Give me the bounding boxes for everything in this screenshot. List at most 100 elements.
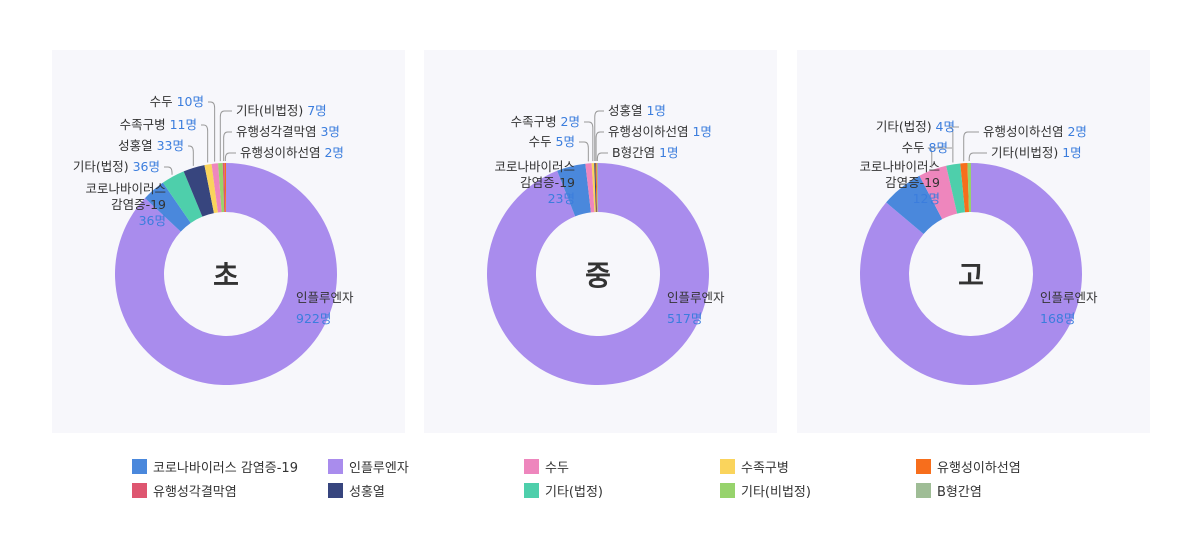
chart-panel-elementary: 초 인플루엔자 922명 코로나바이러스 감염증-19 36명 기타(법정) 36명 성홍열 …: [52, 50, 405, 433]
legend-swatch: [916, 458, 931, 474]
leader-line: [595, 131, 604, 162]
slice-기타-비법정[interactable]: [218, 163, 225, 213]
data-label-인플루엔자: 인플루엔자 922명: [296, 290, 354, 326]
legend-swatch: [132, 482, 147, 498]
legend-swatch: [132, 458, 147, 474]
slice-유행성이하선염[interactable]: [960, 163, 970, 213]
slice-label-text: 코로나바이러스 감염증-19 23명: [494, 159, 575, 206]
leader-line: [224, 152, 236, 162]
slice-코로나바이러스-감염증-19[interactable]: [886, 175, 943, 235]
data-label-수족구병: 수족구병 11명: [120, 117, 209, 163]
slice-기타-비법정[interactable]: [967, 163, 971, 213]
data-label-B형간염: B형간염 1명: [596, 145, 679, 162]
legend-swatch: [328, 458, 343, 474]
legend-item-유행성각결막염[interactable]: 유행성각결막염: [132, 481, 237, 500]
slice-수두[interactable]: [585, 163, 595, 213]
data-label-수두: 수두 10명: [150, 94, 216, 162]
legend-item-기타-법정[interactable]: 기타(법정): [524, 481, 603, 500]
legend-swatch: [916, 482, 931, 498]
legend-item-인플루엔자[interactable]: 인플루엔자: [328, 457, 409, 476]
chart-center-title: 초: [213, 259, 239, 292]
legend-item-수족구병[interactable]: 수족구병: [720, 457, 789, 476]
chart-center-title: 중: [585, 259, 611, 292]
legend-item-성홍열[interactable]: 성홍열: [328, 481, 385, 500]
leader-line: [963, 131, 979, 162]
slice-label-text: 유행성이하선염 2명: [240, 145, 344, 160]
data-label-수두: 수두 5명: [529, 134, 589, 162]
slice-유행성이하선염[interactable]: [224, 163, 226, 213]
leader-line: [208, 101, 216, 162]
slice-기타-법정[interactable]: [946, 163, 966, 214]
data-label-유행성이하선염: 유행성이하선염 2명: [224, 145, 344, 162]
slice-B형간염[interactable]: [596, 163, 598, 213]
legend-item-코로나바이러스-감염증-19[interactable]: 코로나바이러스 감염증-19: [132, 457, 298, 476]
legend-label: 수족구병: [741, 460, 789, 476]
slice-label-text: 인플루엔자 922명: [296, 290, 354, 326]
leader-line: [968, 152, 987, 162]
legend-label: 기타(법정): [545, 484, 603, 500]
leader-line: [164, 166, 173, 175]
slice-label-text: 유행성이하선염 2명: [983, 124, 1087, 139]
slice-label-text: 인플루엔자 517명: [667, 290, 725, 326]
legend-swatch: [328, 482, 343, 498]
slice-성홍열[interactable]: [594, 163, 597, 213]
data-label-유행성이하선염: 유행성이하선염 2명: [963, 124, 1087, 162]
leader-line: [223, 131, 232, 162]
slice-label-text: 기타(법정) 36명: [73, 159, 160, 174]
slice-수두[interactable]: [919, 165, 958, 220]
slice-수족구병[interactable]: [204, 163, 218, 214]
data-label-기타-비법정: 기타(비법정) 7명: [219, 103, 327, 162]
chart-panel-high: 고 인플루엔자 168명 코로나바이러스 감염증-19 12명 수두 8명 기타(법정) 4명…: [797, 50, 1150, 433]
leader-line: [948, 126, 959, 163]
data-label-기타-비법정: 기타(비법정) 1명: [968, 145, 1082, 162]
slice-label-text: 기타(법정) 4명: [876, 119, 955, 134]
slice-label-text: 수족구병 11명: [120, 117, 197, 132]
legend-label: 유행성각결막염: [153, 484, 237, 500]
slice-코로나바이러스-감염증-19[interactable]: [557, 163, 591, 217]
leader-line: [219, 110, 232, 162]
leader-line: [201, 124, 209, 163]
legend-label: 인플루엔자: [349, 460, 409, 476]
legend-label: 코로나바이러스 감염증-19: [153, 460, 298, 476]
legend-swatch: [524, 482, 539, 498]
data-label-인플루엔자: 인플루엔자 517명: [667, 290, 725, 326]
slice-label-text: B형간염 1명: [612, 145, 679, 160]
slice-성홍열[interactable]: [183, 165, 214, 217]
legend-swatch: [720, 482, 735, 498]
legend-item-유행성이하선염[interactable]: 유행성이하선염: [916, 457, 1021, 476]
data-label-코로나바이러스-감염증-19: 코로나바이러스 감염증-19 36명: [85, 181, 166, 228]
data-label-코로나바이러스-감염증-19: 코로나바이러스 감염증-19 12명: [859, 159, 940, 206]
legend-item-기타-비법정[interactable]: 기타(비법정): [720, 481, 811, 500]
legend-swatch: [720, 458, 735, 474]
slice-label-text: 수두 8명: [902, 140, 948, 155]
legend-item-수두[interactable]: 수두: [524, 457, 569, 476]
slice-수족구병[interactable]: [591, 163, 596, 213]
slice-label-text: 수두 5명: [529, 134, 575, 149]
legend-label: 성홍열: [349, 484, 385, 500]
slice-수두[interactable]: [211, 163, 222, 213]
data-label-유행성각결막염: 유행성각결막염 3명: [223, 124, 340, 162]
legend-label: 유행성이하선염: [937, 460, 1021, 476]
legend-item-B형간염[interactable]: B형간염: [916, 481, 982, 500]
slice-label-text: 유행성각결막염 3명: [236, 124, 340, 139]
leader-line: [579, 141, 589, 162]
data-label-기타-법정: 기타(법정) 4명: [876, 119, 959, 163]
slice-유행성이하선염[interactable]: [595, 163, 598, 213]
slice-label-text: 수두 10명: [150, 94, 204, 109]
leader-line: [584, 121, 594, 162]
slice-유행성각결막염[interactable]: [222, 163, 226, 213]
slice-인플루엔자[interactable]: [487, 163, 709, 385]
slice-인플루엔자[interactable]: [860, 163, 1082, 385]
slice-label-text: 코로나바이러스 감염증-19 36명: [85, 181, 166, 228]
data-label-성홍열: 성홍열 1명: [594, 103, 666, 162]
slice-label-text: 수족구병 2명: [511, 114, 580, 129]
slice-인플루엔자[interactable]: [115, 163, 337, 385]
data-label-수족구병: 수족구병 2명: [511, 114, 594, 162]
slice-label-text: 기타(비법정) 1명: [991, 145, 1082, 160]
slice-코로나바이러스-감염증-19[interactable]: [144, 182, 191, 232]
slice-기타-법정[interactable]: [162, 171, 203, 223]
